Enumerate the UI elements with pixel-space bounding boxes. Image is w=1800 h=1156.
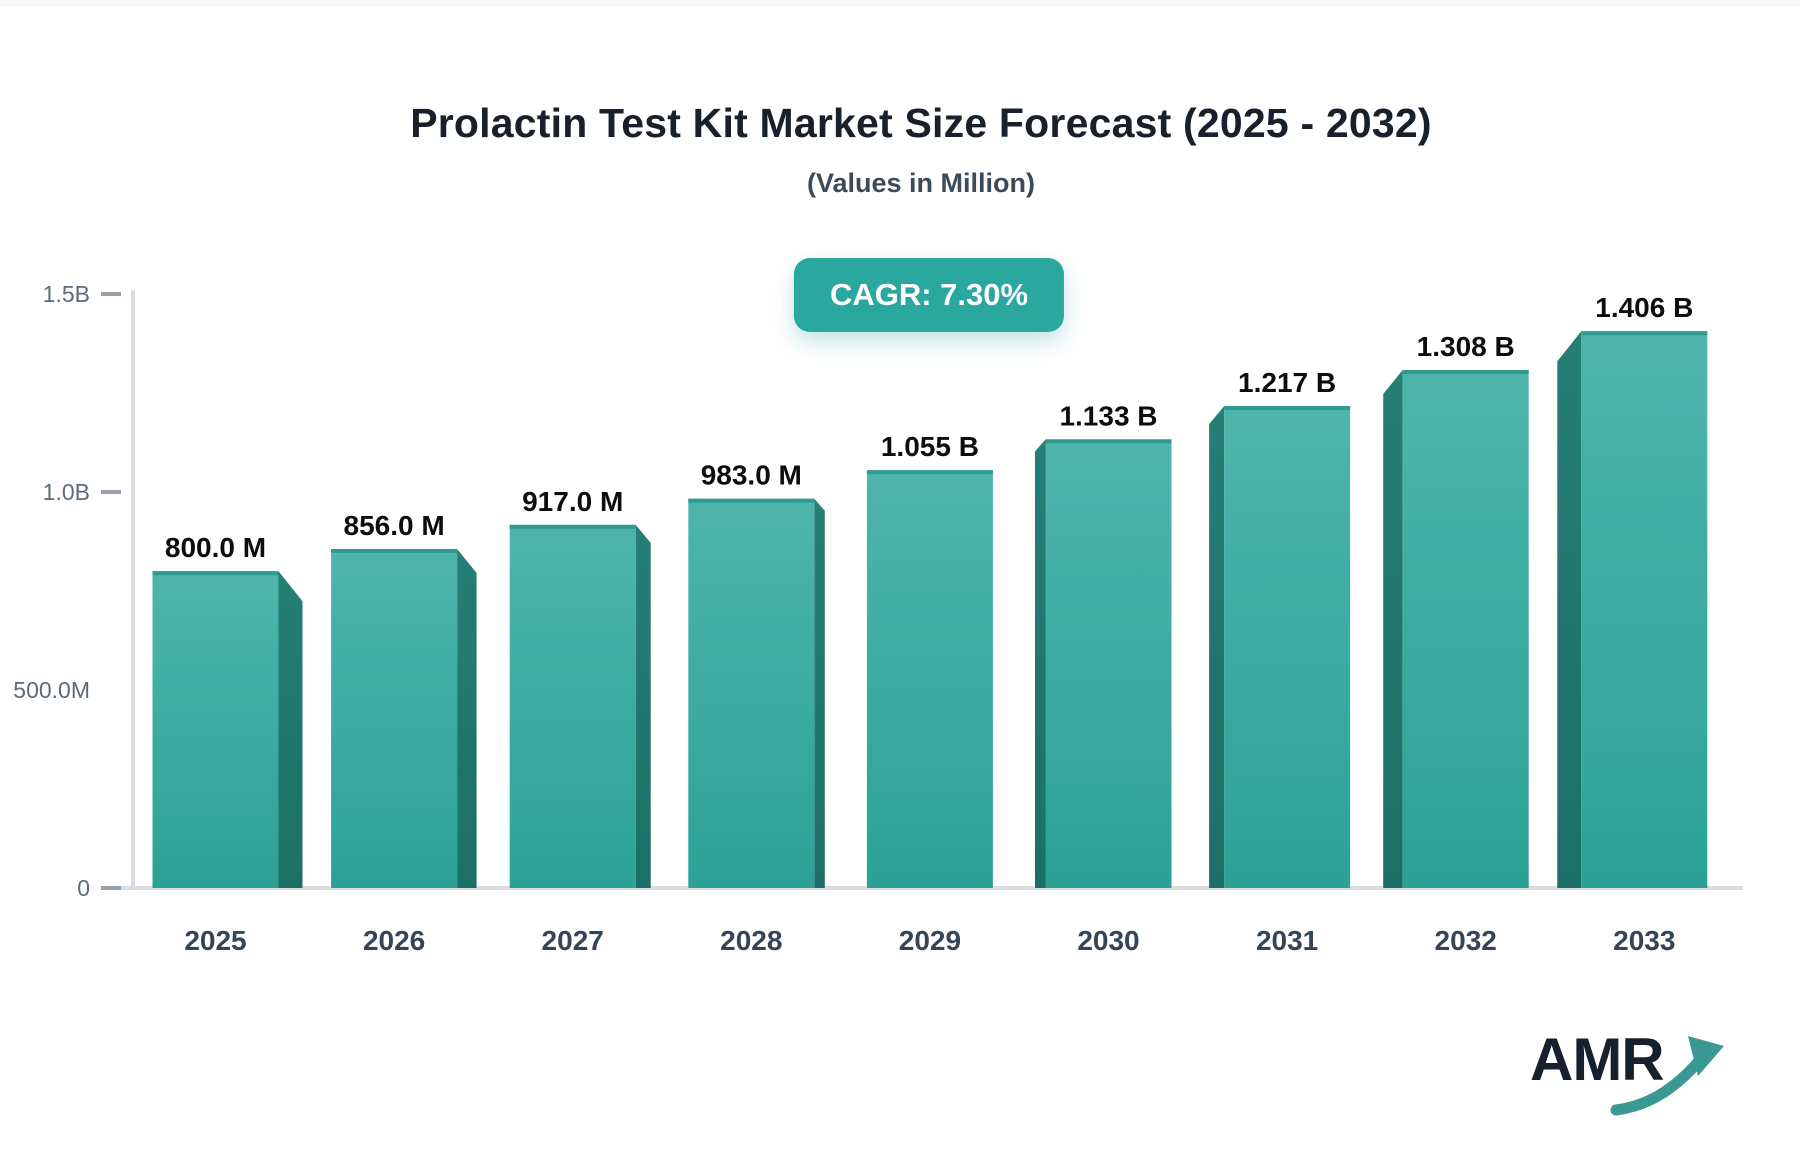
bar-side-face [814,498,825,888]
y-tick-label: 1.0B [43,479,90,505]
y-tick-label: 500.0M [13,677,90,703]
bar-top-edge [1402,370,1529,375]
growth-arrow-icon [1610,1036,1724,1116]
bar-front-face [1581,331,1708,888]
x-axis-label-2033: 2033 [1613,925,1675,956]
x-axis-label-2031: 2031 [1256,925,1318,956]
bar-front-face [331,549,458,888]
bar-top-edge [509,524,636,529]
bar-2026[interactable] [331,549,477,888]
x-axis-label-2026: 2026 [363,925,425,956]
bar-value-label: 917.0 M [522,486,623,517]
bar-value-label: 1.308 B [1417,331,1515,362]
bar-value-label: 800.0 M [165,532,266,563]
bar-2029[interactable] [866,470,993,888]
bar-value-label: 983.0 M [701,460,802,491]
x-axis-label-2028: 2028 [720,925,782,956]
bar-top-edge [331,549,458,554]
bar-value-label: 1.406 B [1595,292,1693,323]
bar-2030[interactable] [1035,439,1172,888]
bar-top-edge [688,498,815,503]
bar-top-edge [866,470,993,475]
amr-logo: AMR [1530,1030,1750,1125]
bar-value-label: 856.0 M [344,510,445,541]
bar-2032[interactable] [1383,370,1529,889]
x-axis-label-2025: 2025 [184,925,246,956]
bar-2031[interactable] [1209,406,1351,888]
bar-top-edge [152,571,279,576]
bar-front-face [1045,439,1172,888]
bar-2027[interactable] [509,524,651,888]
bar-top-edge [1045,439,1172,444]
x-axis-label-2029: 2029 [899,925,961,956]
bar-2033[interactable] [1557,331,1708,888]
chart-title: Prolactin Test Kit Market Size Forecast … [410,100,1432,146]
bar-value-label: 1.133 B [1059,400,1157,431]
bar-top-edge [1224,406,1351,411]
top-edge-strip [0,0,1800,7]
bar-front-face [1224,406,1351,888]
y-tick-label: 0 [77,875,90,901]
bar-side-face [278,571,303,888]
bar-side-face [1557,331,1582,888]
bar-side-face [635,524,651,888]
amr-logo-text: AMR [1530,1026,1665,1093]
y-tick-label: 1.5B [43,281,90,307]
bar-front-face [866,470,993,888]
cagr-badge: CAGR: 7.30% [793,258,1065,332]
bar-front-face [688,498,815,888]
bar-side-face [1035,439,1046,888]
x-axis-label-2032: 2032 [1435,925,1497,956]
bar-value-label: 1.217 B [1238,367,1336,398]
chart-subtitle: (Values in Million) [806,168,1036,198]
bar-value-label: 1.055 B [881,431,979,462]
bar-side-face [1383,370,1403,889]
bar-top-edge [1581,331,1708,336]
bar-front-face [152,571,279,888]
x-axis-label-2030: 2030 [1077,925,1139,956]
bar-side-face [1209,406,1225,888]
bar-side-face [457,549,477,888]
x-axis-label-2027: 2027 [542,925,604,956]
bar-front-face [1402,370,1529,889]
bar-front-face [509,524,636,888]
bar-2025[interactable] [152,571,303,888]
bar-2028[interactable] [688,498,825,888]
